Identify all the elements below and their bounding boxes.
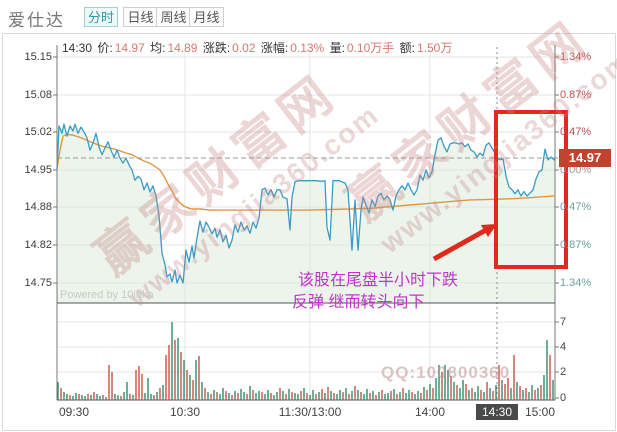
change-pct-value: 0.13% [290,41,325,55]
price-axis-label: 14.95 [24,164,52,176]
percent-axis-label: 0.47% [560,126,592,138]
volume-axis-label: 0 [560,392,567,404]
volume-axis-label: 4 [560,341,567,353]
stock-name: 爱仕达 [8,11,65,30]
volume-label: 量: [329,41,345,55]
avg-label: 均: [150,41,166,55]
percent-axis-label: 0.87% [560,239,592,251]
time-axis-label: 11:30/13:00 [278,405,342,419]
watermark-qq: QQ:100800360 [381,363,511,382]
volume-axis-label: 2 [560,366,567,378]
price-axis-label: 15.02 [24,126,52,138]
tab-daily[interactable]: 日线 [123,7,157,27]
time-axis-label: 09:30 [58,405,90,419]
price-line [56,123,556,284]
percent-axis-label: 0.00% [560,164,592,176]
tab-monthly[interactable]: 月线 [189,7,224,27]
tab-intraday[interactable]: 分时 [84,7,118,27]
change-value: 0.02 [232,41,256,55]
price-axis-label: 14.82 [24,239,52,251]
time-axis-label: 14:00 [414,405,446,419]
annotation-arrow-shaft [432,227,488,262]
header: 爱仕达 分时 日线 周线 月线 [0,0,617,33]
tab-weekly[interactable]: 周线 [156,7,190,27]
amount-value: 1.50万 [416,41,453,55]
percent-axis-label: 0.87% [560,89,592,101]
price-axis-label: 14.75 [24,277,52,289]
avg-value: 14.89 [167,41,198,55]
time-axis-label: 10:30 [169,405,201,419]
highlight-red-box [494,110,568,269]
price-axis-label: 14.88 [24,201,52,213]
annotation-line1: 该股在尾盘半小时下跌 [298,272,459,289]
time-axis-label: 14:30 [475,404,519,420]
amount-label: 额: [399,41,415,55]
average-price-line [56,133,556,211]
price-axis-label: 15.08 [24,89,52,101]
quote-time: 14:30 [62,41,93,55]
change-pct-label: 涨幅: [260,41,289,55]
annotation-arrow-head [481,224,497,237]
annotation-line2: 反弹 继而转头向下 [292,294,425,311]
percent-axis-label: 1.34% [560,51,592,63]
volume-axis-label: 7 [560,316,567,328]
time-axis-label: 15:00 [524,405,556,419]
price-axis-label: 15.15 [24,51,52,63]
volume-value: 0.10万手 [346,41,395,55]
quote-info-bar: 14:30 价: 14.97 均: 14.89 涨跌: 0.02 涨幅: 0.13% 量… [62,39,454,56]
current-price-badge: 14.97 [559,149,611,167]
price-value: 14.97 [114,41,145,55]
powered-by-text: Powered by 10jqka [60,289,154,301]
percent-axis-label: 0.47% [560,201,592,213]
percent-axis-label: 1.34% [560,277,592,289]
price-label: 价: [97,41,113,55]
change-label: 涨跌: [202,41,231,55]
